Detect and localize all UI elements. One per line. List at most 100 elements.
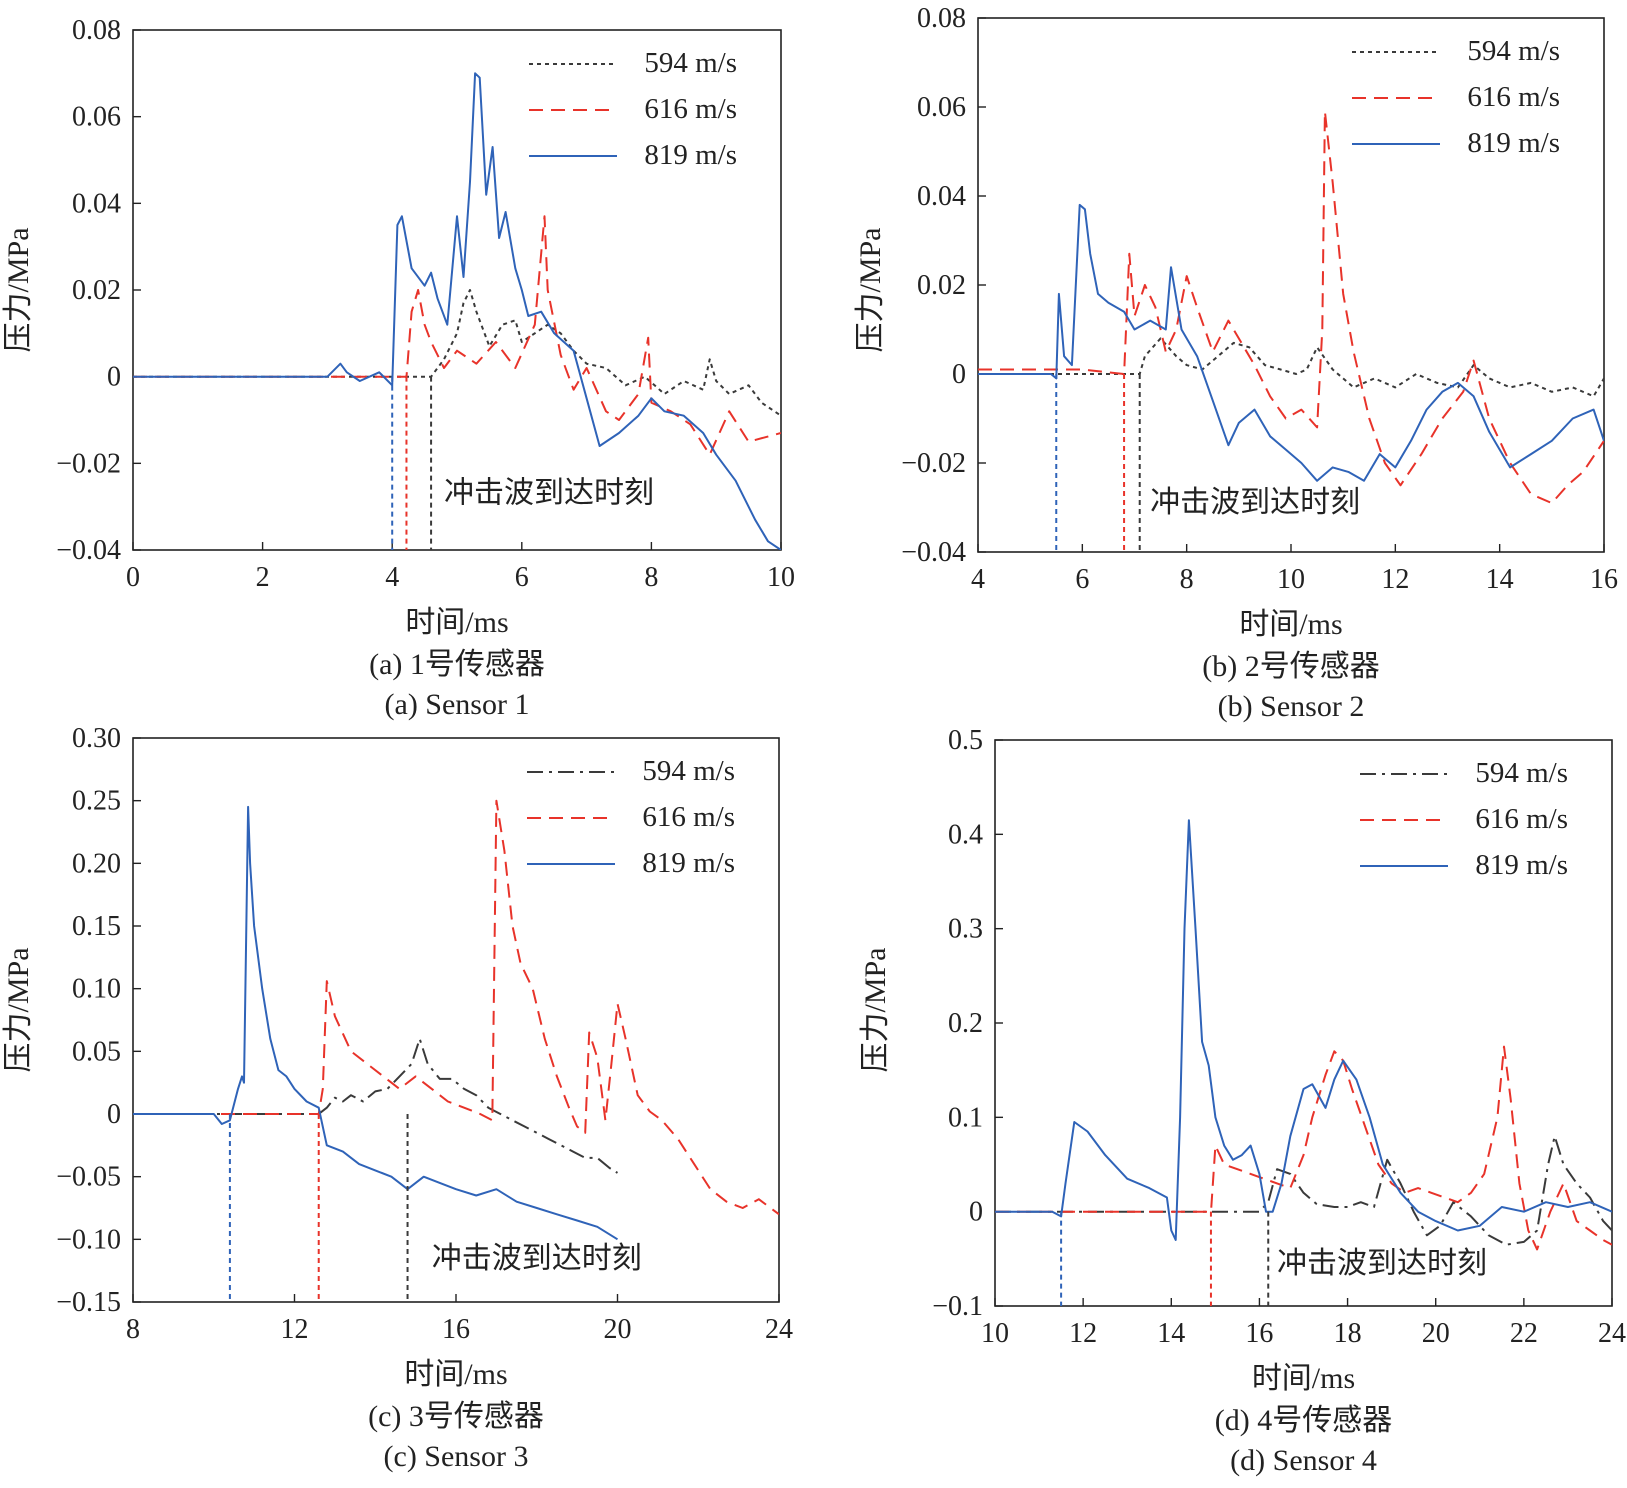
x-tick-label: 22 — [1510, 1318, 1538, 1349]
y-tick-label: −0.02 — [901, 448, 966, 479]
x-tick-label: 10 — [767, 562, 795, 593]
y-axis-title: 压力/MPa — [854, 227, 887, 352]
caption-cn: (a) 1号传感器 — [369, 648, 545, 681]
x-axis-title: 时间/ms — [1239, 608, 1342, 641]
x-tick-label: 24 — [1598, 1318, 1626, 1349]
legend-label: 616 m/s — [642, 801, 735, 833]
y-tick-label: 0.5 — [948, 725, 983, 756]
y-tick-label: 0 — [107, 362, 121, 393]
series-line-594 — [978, 337, 1604, 398]
caption-cn: (d) 4号传感器 — [1215, 1404, 1392, 1437]
caption-en: (d) Sensor 4 — [1230, 1444, 1377, 1477]
series-line-616 — [978, 110, 1604, 505]
y-tick-label: 0.02 — [917, 270, 966, 301]
x-tick-label: 14 — [1486, 564, 1514, 595]
x-tick-label: 24 — [765, 1314, 793, 1345]
x-tick-label: 12 — [1381, 564, 1409, 595]
series-line-616 — [133, 215, 781, 456]
y-tick-label: 0.08 — [72, 15, 121, 46]
y-axis-title: 压力/MPa — [859, 947, 892, 1072]
series-line-819 — [133, 72, 781, 550]
x-tick-label: 8 — [644, 562, 658, 593]
series-group — [978, 110, 1604, 505]
legend-label: 616 m/s — [1475, 803, 1568, 835]
caption-en: (a) Sensor 1 — [385, 688, 530, 721]
x-axis-title: 时间/ms — [1252, 1362, 1355, 1395]
x-tick-label: 16 — [1590, 564, 1618, 595]
x-axis-title: 时间/ms — [404, 1358, 507, 1391]
y-tick-label: 0.04 — [72, 188, 121, 219]
x-tick-label: 16 — [442, 1314, 470, 1345]
x-tick-label: 14 — [1157, 1318, 1185, 1349]
legend-label: 819 m/s — [1467, 127, 1560, 159]
panel-c: 8 12 16 20 24 −0.15 −0.10 −0.05 0 0.05 0.10 0.15 0.2… — [2, 723, 793, 1473]
arrival-annotation: 冲击波到达时刻 — [444, 476, 654, 509]
y-tick-label: 0 — [969, 1197, 983, 1228]
x-tick-label: 20 — [604, 1314, 632, 1345]
x-tick-label: 0 — [126, 562, 140, 593]
series-line-594 — [133, 289, 781, 417]
x-tick-label: 20 — [1422, 1318, 1450, 1349]
series-line-594 — [133, 1037, 619, 1174]
panel-d: 10 12 14 16 18 20 22 24 −0.1 0 0.1 0.2 0.3 0.4 0.5 时间/m… — [859, 725, 1626, 1477]
y-tick-label: −0.1 — [932, 1291, 983, 1322]
x-tick-label: 8 — [1180, 564, 1194, 595]
panel-a: 0 2 4 6 8 10 −0.04 −0.02 0 0.02 0.04 0.06 0.08 时间/ms 压… — [2, 15, 795, 721]
y-tick-label: 0.06 — [72, 102, 121, 133]
panel-b: 4 6 8 10 12 14 16 −0.04 −0.02 0 0.02 0.04 0.06 0.08 时间… — [854, 3, 1618, 723]
y-tick-label: −0.04 — [901, 537, 966, 568]
y-tick-label: 0.25 — [72, 786, 121, 817]
y-tick-label: 0 — [952, 359, 966, 390]
legend-label: 819 m/s — [644, 139, 737, 171]
series-group — [995, 819, 1612, 1251]
y-tick-label: 0.02 — [72, 275, 121, 306]
legend-label: 819 m/s — [1475, 849, 1568, 881]
y-axis-title: 压力/MPa — [2, 227, 35, 352]
y-tick-label: 0.04 — [917, 181, 966, 212]
caption-cn: (c) 3号传感器 — [368, 1400, 544, 1433]
x-tick-label: 16 — [1245, 1318, 1273, 1349]
x-tick-label: 18 — [1334, 1318, 1362, 1349]
caption-cn: (b) 2号传感器 — [1202, 650, 1379, 683]
y-tick-label: 0.3 — [948, 914, 983, 945]
x-tick-label: 10 — [981, 1318, 1009, 1349]
caption-en: (b) Sensor 2 — [1218, 690, 1365, 723]
x-tick-label: 6 — [515, 562, 529, 593]
y-tick-label: 0.15 — [72, 911, 121, 942]
series-line-819 — [995, 819, 1612, 1241]
series-line-616 — [133, 799, 779, 1216]
x-tick-label: 4 — [385, 562, 399, 593]
x-axis-title: 时间/ms — [405, 606, 508, 639]
legend-label: 819 m/s — [642, 847, 735, 879]
arrival-annotation: 冲击波到达时刻 — [432, 1242, 642, 1275]
arrival-annotation: 冲击波到达时刻 — [1277, 1247, 1487, 1280]
y-tick-label: 0.10 — [72, 974, 121, 1005]
legend-label: 594 m/s — [644, 47, 737, 79]
y-tick-label: 0.30 — [72, 723, 121, 754]
y-tick-label: −0.15 — [56, 1287, 121, 1318]
y-tick-label: 0.2 — [948, 1008, 983, 1039]
y-tick-label: 0.4 — [948, 819, 983, 850]
y-tick-label: −0.04 — [56, 535, 121, 566]
series-group — [133, 72, 781, 550]
x-tick-label: 12 — [1069, 1318, 1097, 1349]
x-tick-label: 12 — [281, 1314, 309, 1345]
series-line-594 — [995, 1135, 1612, 1246]
legend-label: 616 m/s — [644, 93, 737, 125]
legend-label: 594 m/s — [1475, 757, 1568, 789]
y-axis-title: 压力/MPa — [2, 947, 35, 1072]
y-tick-label: 0.08 — [917, 3, 966, 34]
x-tick-label: 4 — [971, 564, 985, 595]
x-tick-label: 10 — [1277, 564, 1305, 595]
y-tick-label: 0.20 — [72, 848, 121, 879]
arrival-annotation: 冲击波到达时刻 — [1150, 486, 1360, 519]
series-line-819 — [133, 805, 619, 1241]
series-line-819 — [978, 203, 1604, 482]
y-tick-label: −0.02 — [56, 448, 121, 479]
legend-label: 616 m/s — [1467, 81, 1560, 113]
y-tick-label: 0.06 — [917, 92, 966, 123]
x-tick-label: 2 — [256, 562, 270, 593]
y-tick-label: 0 — [107, 1099, 121, 1130]
y-tick-label: −0.10 — [56, 1224, 121, 1255]
